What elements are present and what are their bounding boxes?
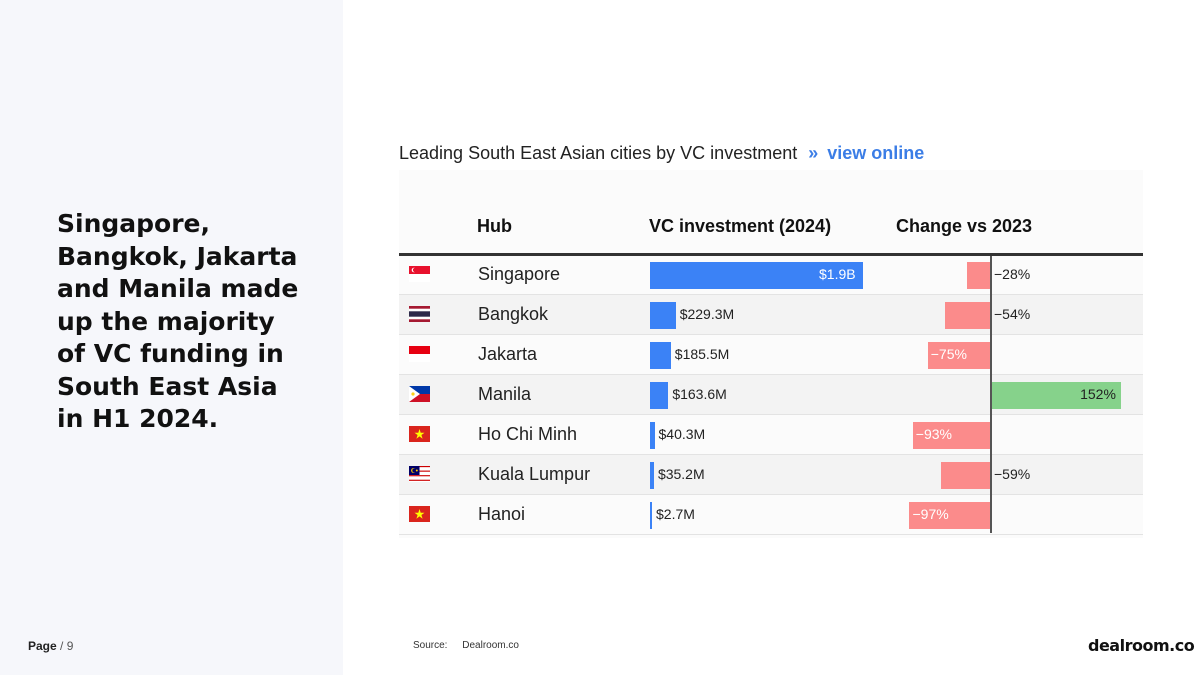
hub-name: Manila <box>478 384 532 404</box>
table-row: Jakarta $185.5M −75% <box>399 335 1143 375</box>
investment-bar <box>650 262 863 289</box>
header-rule <box>399 253 1143 256</box>
hub-name: Bangkok <box>478 304 549 324</box>
investment-bar <box>650 302 676 329</box>
change-label: −28% <box>994 266 1031 282</box>
change-bar <box>991 382 1122 409</box>
page-number: Page / 9 <box>28 639 73 653</box>
left-panel <box>0 0 343 675</box>
philippines-flag-icon <box>409 386 430 402</box>
change-zero-line <box>990 256 992 533</box>
change-label: 152% <box>1080 386 1116 402</box>
change-label: −54% <box>994 306 1031 322</box>
column-header-change: Change vs 2023 <box>896 216 1033 236</box>
page-value: 9 <box>66 639 74 653</box>
change-bar <box>927 342 990 369</box>
column-header-investment: VC investment (2024) <box>649 216 832 236</box>
change-bar <box>945 302 990 329</box>
chevron-right-icon: » <box>808 143 819 163</box>
hub-name: Jakarta <box>478 344 538 364</box>
investment-bar <box>650 382 669 409</box>
investment-label: $2.7M <box>656 506 695 522</box>
change-bar <box>909 502 990 529</box>
investment-label: $35.2M <box>657 466 705 482</box>
headline: Singapore, Bangkok, Jakarta and Manila m… <box>57 209 299 433</box>
investment-label: $1.9B <box>819 266 856 282</box>
change-label: −93% <box>915 426 952 442</box>
vietnam-flag-icon <box>409 426 430 442</box>
hub-name: Hanoi <box>478 504 526 524</box>
investment-label: $185.5M <box>674 346 730 362</box>
investment-bar <box>650 462 654 489</box>
table-row: Ho Chi Minh $40.3M −93% <box>399 415 1143 455</box>
chart-title-text: Leading South East Asian cities by VC in… <box>399 143 798 163</box>
investment-label: $40.3M <box>658 426 706 442</box>
table-row: Singapore $1.9B −28% <box>399 255 1143 295</box>
hub-name: Ho Chi Minh <box>478 424 578 444</box>
vietnam-flag-icon <box>409 506 430 522</box>
table-row: Hanoi $2.7M −97% <box>399 495 1143 535</box>
singapore-flag-icon <box>409 266 430 282</box>
source-note: Source: Dealroom.co <box>413 640 519 651</box>
investment-label: $229.3M <box>679 306 735 322</box>
page-label: Page <box>28 639 57 653</box>
investment-label: $163.6M <box>672 386 727 402</box>
malaysia-flag-icon <box>409 466 430 495</box>
hub-name: Singapore <box>478 264 561 284</box>
table-row: Bangkok $229.3M −54% <box>399 295 1143 335</box>
change-label: −97% <box>912 506 949 522</box>
indonesia-flag-icon <box>409 346 430 362</box>
page-separator: / <box>60 639 64 653</box>
chart-title: Leading South East Asian cities by VC in… <box>399 143 924 164</box>
change-label: −59% <box>994 466 1031 482</box>
change-bar <box>966 262 990 289</box>
change-label: −75% <box>930 346 967 362</box>
thailand-flag-icon <box>409 306 430 322</box>
investment-bar <box>650 342 671 369</box>
investment-bar <box>650 422 655 449</box>
view-online-link[interactable]: view online <box>827 143 925 163</box>
investment-bar <box>650 502 652 529</box>
source-value: Dealroom.co <box>462 640 519 651</box>
column-header-hub: Hub <box>477 216 512 236</box>
table-row: Manila $163.6M 152% <box>399 375 1143 415</box>
hub-name: Kuala Lumpur <box>478 464 591 484</box>
change-bar <box>941 462 990 489</box>
table-row: Kuala Lumpur $35.2M −59% <box>399 455 1143 495</box>
source-label: Source: <box>413 640 448 651</box>
change-bar <box>912 422 990 449</box>
dealroom-logo: dealroom.co <box>1088 636 1195 655</box>
